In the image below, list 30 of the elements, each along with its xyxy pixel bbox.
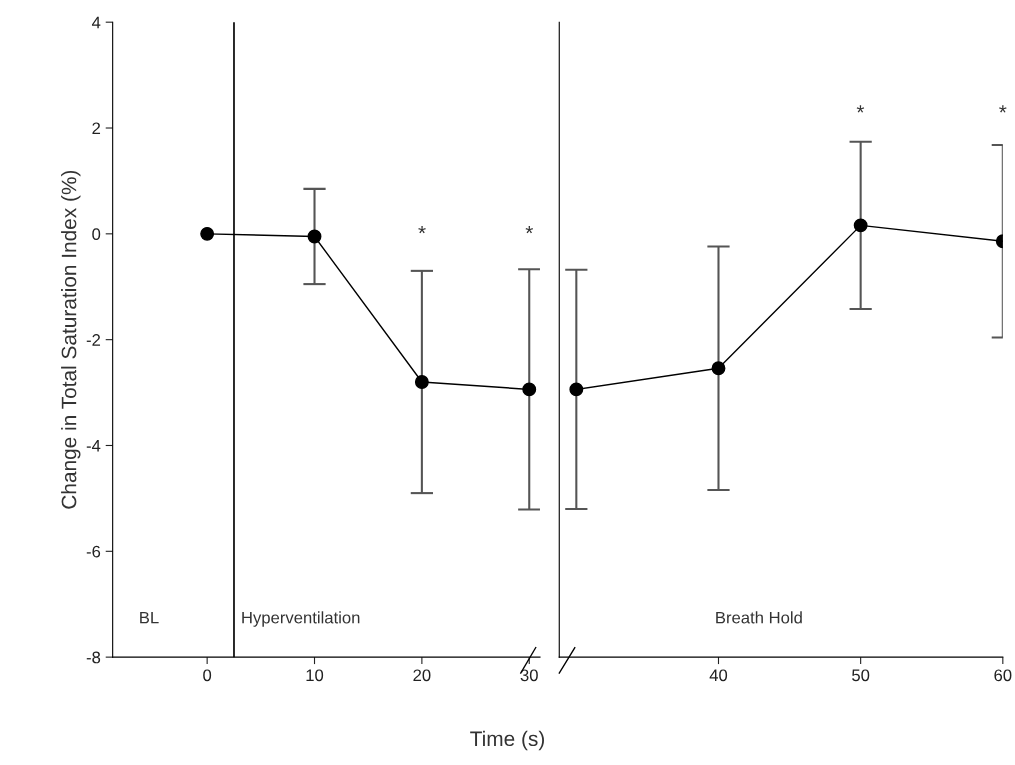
annotation: * — [856, 105, 865, 113]
annotation: Breath Hold — [716, 611, 802, 624]
point — [200, 226, 215, 241]
x-tick-label: 20 — [413, 669, 431, 682]
y-tick-label: 2 — [92, 122, 101, 135]
x-tick-label: 50 — [852, 669, 870, 682]
annotation: BL — [140, 611, 159, 624]
point — [522, 382, 537, 397]
annotation: * — [525, 225, 534, 234]
y-tick-label: -4 — [86, 440, 101, 452]
y-tick-label: -2 — [86, 334, 101, 346]
annotation: * — [418, 225, 426, 234]
x-tick-label: 40 — [709, 669, 728, 682]
y-tick-label: -6 — [86, 545, 101, 558]
annotation: Hyperventilation — [242, 611, 360, 627]
x-tick-label: 0 — [203, 669, 212, 682]
x-axis-title: Time (s) — [470, 730, 545, 751]
annotation: * — [999, 105, 1007, 113]
y-tick-label: -8 — [86, 651, 101, 664]
point — [569, 382, 584, 397]
x-tick-label: 30 — [520, 669, 538, 682]
point — [414, 375, 429, 389]
point — [853, 218, 868, 233]
x-tick-label: 10 — [306, 669, 324, 682]
y-tick-label: 4 — [91, 16, 101, 29]
y-tick-label: 0 — [92, 228, 101, 241]
y-axis-title: Change in Total Saturation Index (%) — [61, 170, 81, 509]
point — [711, 361, 726, 376]
point — [307, 229, 322, 244]
x-tick-label: 60 — [994, 669, 1012, 682]
